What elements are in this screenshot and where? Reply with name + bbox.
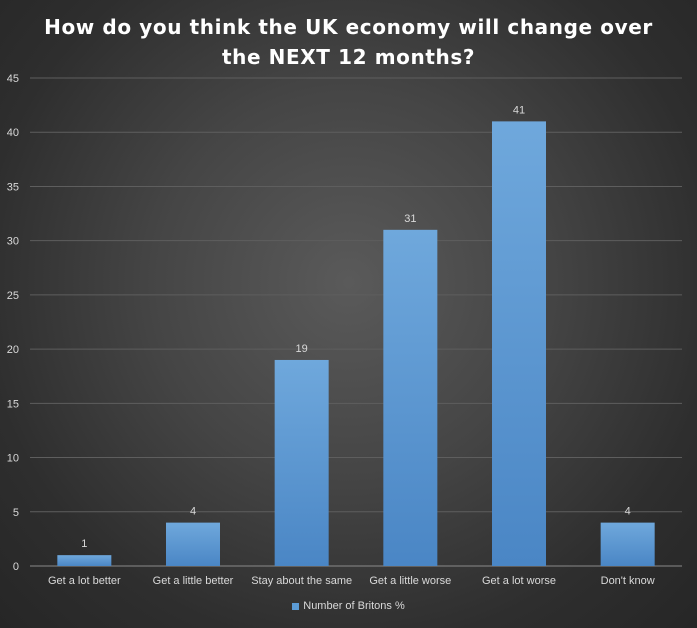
data-label: 31 [404,213,416,225]
x-tick-label: Don't know [601,575,655,587]
legend-label: Number of Britons % [303,600,405,612]
y-tick-label: 15 [7,398,19,410]
chart-title: How do you think the UK economy will cha… [0,12,697,72]
y-tick-label: 20 [7,344,19,356]
x-tick-label: Get a little better [153,575,234,587]
y-tick-label: 30 [7,236,19,248]
legend-swatch [292,602,300,610]
x-tick-label: Get a little worse [369,575,451,587]
y-tick-label: 0 [13,561,19,573]
y-tick-label: 40 [7,127,19,139]
y-tick-label: 5 [13,507,19,519]
data-label: 19 [296,343,308,355]
bar [166,522,220,566]
bar [600,522,655,566]
y-tick-label: 10 [7,453,19,465]
data-label: 4 [190,506,196,518]
y-tick-label: 45 [7,73,19,85]
bar [274,359,329,566]
data-label: 1 [81,538,87,550]
y-tick-label: 35 [7,181,19,193]
chart-title-line-1: How do you think the UK economy will cha… [44,15,653,39]
bar [383,229,438,567]
chart-title-line-2: the NEXT 12 months? [221,45,476,69]
x-tick-label: Get a lot better [48,575,121,587]
data-label: 4 [625,506,631,518]
bar [492,121,546,566]
y-tick-label: 25 [7,290,19,302]
x-tick-label: Get a lot worse [482,575,556,587]
chart-legend: Number of Britons % [0,600,697,612]
bar [57,555,112,566]
x-tick-label: Stay about the same [251,575,352,587]
data-label: 41 [513,104,525,116]
